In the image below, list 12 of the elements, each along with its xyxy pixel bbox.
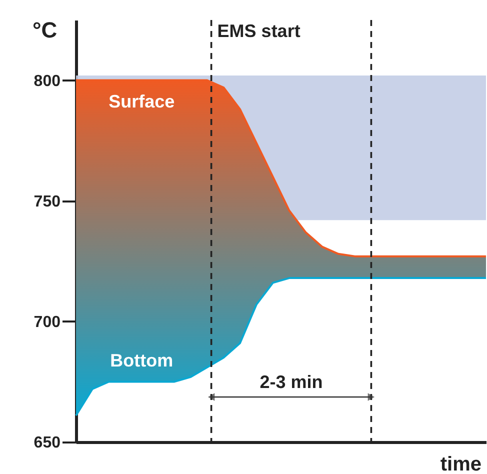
y-tick-label: 700 [34, 314, 61, 331]
line-series [75, 277, 487, 416]
y-tick-label: 750 [34, 193, 61, 210]
line-series [75, 79, 487, 258]
y-axis-title: °C [32, 18, 58, 42]
x-axis-title: time [440, 454, 482, 474]
y-tick-label: 800 [34, 72, 61, 90]
annotation: 2-3 min [260, 372, 323, 392]
series-label: Bottom [110, 350, 174, 371]
series-label: Surface [108, 91, 175, 112]
y-tick-label: 650 [34, 434, 61, 452]
annotation: EMS start [217, 21, 300, 41]
